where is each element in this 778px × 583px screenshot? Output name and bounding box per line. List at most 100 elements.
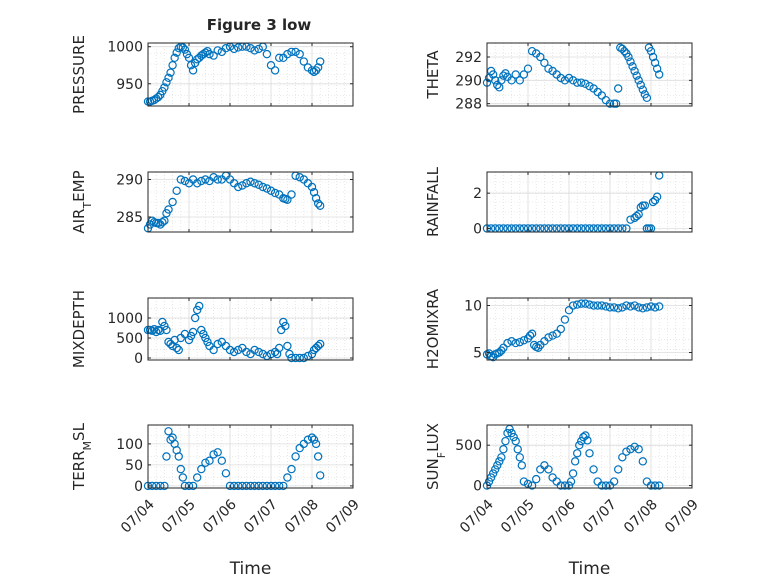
- data-point: [209, 345, 218, 355]
- data-point: [250, 481, 259, 491]
- data-point: [166, 68, 175, 77]
- y-tick-label: 290: [455, 73, 482, 89]
- data-point: [527, 46, 537, 56]
- data-point: [233, 481, 243, 491]
- data-point: [258, 349, 267, 359]
- data-point: [186, 61, 196, 70]
- data-point: [201, 458, 210, 467]
- data-point: [295, 353, 304, 363]
- data-point: [186, 331, 196, 341]
- data-point: [262, 49, 272, 59]
- data-point: [299, 57, 308, 66]
- data-point: [242, 347, 251, 357]
- data-point: [184, 335, 194, 345]
- axes-frame: [147, 424, 354, 489]
- data-point: [642, 303, 652, 312]
- data-point: [488, 469, 498, 478]
- data-point: [560, 315, 570, 324]
- data-point: [287, 353, 296, 363]
- data-point: [634, 445, 643, 454]
- y-tick-label: 2: [473, 186, 482, 202]
- data-point: [581, 299, 590, 308]
- axes-frame: [147, 42, 354, 107]
- data-point: [283, 473, 292, 482]
- y-tick-label: 5: [473, 345, 482, 361]
- x-tick-label: 07/06: [539, 497, 579, 537]
- data-point: [540, 58, 549, 68]
- data-point: [188, 327, 198, 337]
- data-point: [499, 71, 508, 80]
- data-point: [238, 181, 247, 190]
- data-point: [622, 301, 631, 310]
- data-point: [501, 436, 510, 446]
- y-axis-label: RAINFALL: [424, 166, 442, 237]
- axes-frame: [147, 171, 354, 233]
- data-point: [507, 337, 516, 346]
- data-point: [287, 47, 296, 57]
- data-point: [593, 301, 602, 310]
- data-point: [573, 300, 582, 309]
- data-point: [309, 435, 319, 444]
- data-point: [585, 300, 594, 309]
- data-point: [491, 76, 500, 85]
- data-point: [205, 49, 214, 59]
- data-point: [174, 345, 183, 355]
- data-point: [517, 461, 527, 470]
- data-point: [291, 47, 300, 57]
- data-point: [503, 428, 512, 438]
- data-point: [213, 175, 222, 184]
- data-point: [172, 343, 181, 353]
- y-tick-label: 50: [125, 458, 143, 474]
- data-point: [556, 481, 566, 490]
- data-point: [170, 53, 179, 63]
- data-point: [291, 452, 300, 461]
- data-point: [614, 304, 623, 313]
- data-point: [642, 93, 652, 103]
- axes-frame: [486, 171, 693, 233]
- data-point: [491, 465, 500, 474]
- data-point: [279, 317, 288, 327]
- data-point: [568, 76, 578, 85]
- y-tick-label: 285: [116, 210, 143, 226]
- data-point: [221, 43, 231, 53]
- data-point: [655, 481, 664, 490]
- data-point: [544, 333, 553, 342]
- panel-sun-flux: 0 500 07/04 07/05 07/06 07/07 07/08 07/09 Time SU…: [424, 423, 702, 579]
- data-point: [291, 353, 300, 363]
- data-point: [229, 347, 239, 357]
- data-point: [283, 49, 292, 59]
- data-point: [622, 447, 631, 456]
- data-point: [589, 301, 598, 310]
- data-point: [180, 481, 190, 491]
- data-point: [585, 449, 594, 458]
- data-point: [519, 477, 529, 486]
- y-tick-label: 950: [116, 77, 143, 93]
- data-point: [164, 73, 173, 83]
- data-point: [229, 44, 239, 54]
- data-point: [221, 469, 231, 478]
- data-point: [523, 64, 533, 73]
- data-point: [275, 53, 284, 63]
- data-point: [497, 76, 506, 85]
- y-axis-label: PRESSURE: [70, 35, 88, 114]
- data-point: [316, 471, 325, 480]
- data-point: [618, 453, 627, 462]
- data-point: [225, 345, 235, 355]
- data-point: [626, 302, 635, 311]
- data-point: [509, 432, 518, 442]
- x-tick-label: 07/07: [580, 497, 620, 537]
- data-point: [544, 465, 553, 474]
- data-point: [270, 66, 280, 75]
- data-point: [154, 92, 163, 102]
- data-point: [638, 85, 648, 94]
- data-point: [250, 46, 259, 55]
- data-point: [632, 71, 641, 80]
- data-point: [655, 302, 664, 311]
- data-point: [160, 216, 169, 225]
- data-point: [246, 43, 255, 53]
- data-point: [172, 186, 181, 195]
- data-point: [552, 329, 561, 338]
- data-point: [575, 440, 584, 450]
- data-point: [295, 49, 304, 59]
- data-point: [503, 338, 512, 348]
